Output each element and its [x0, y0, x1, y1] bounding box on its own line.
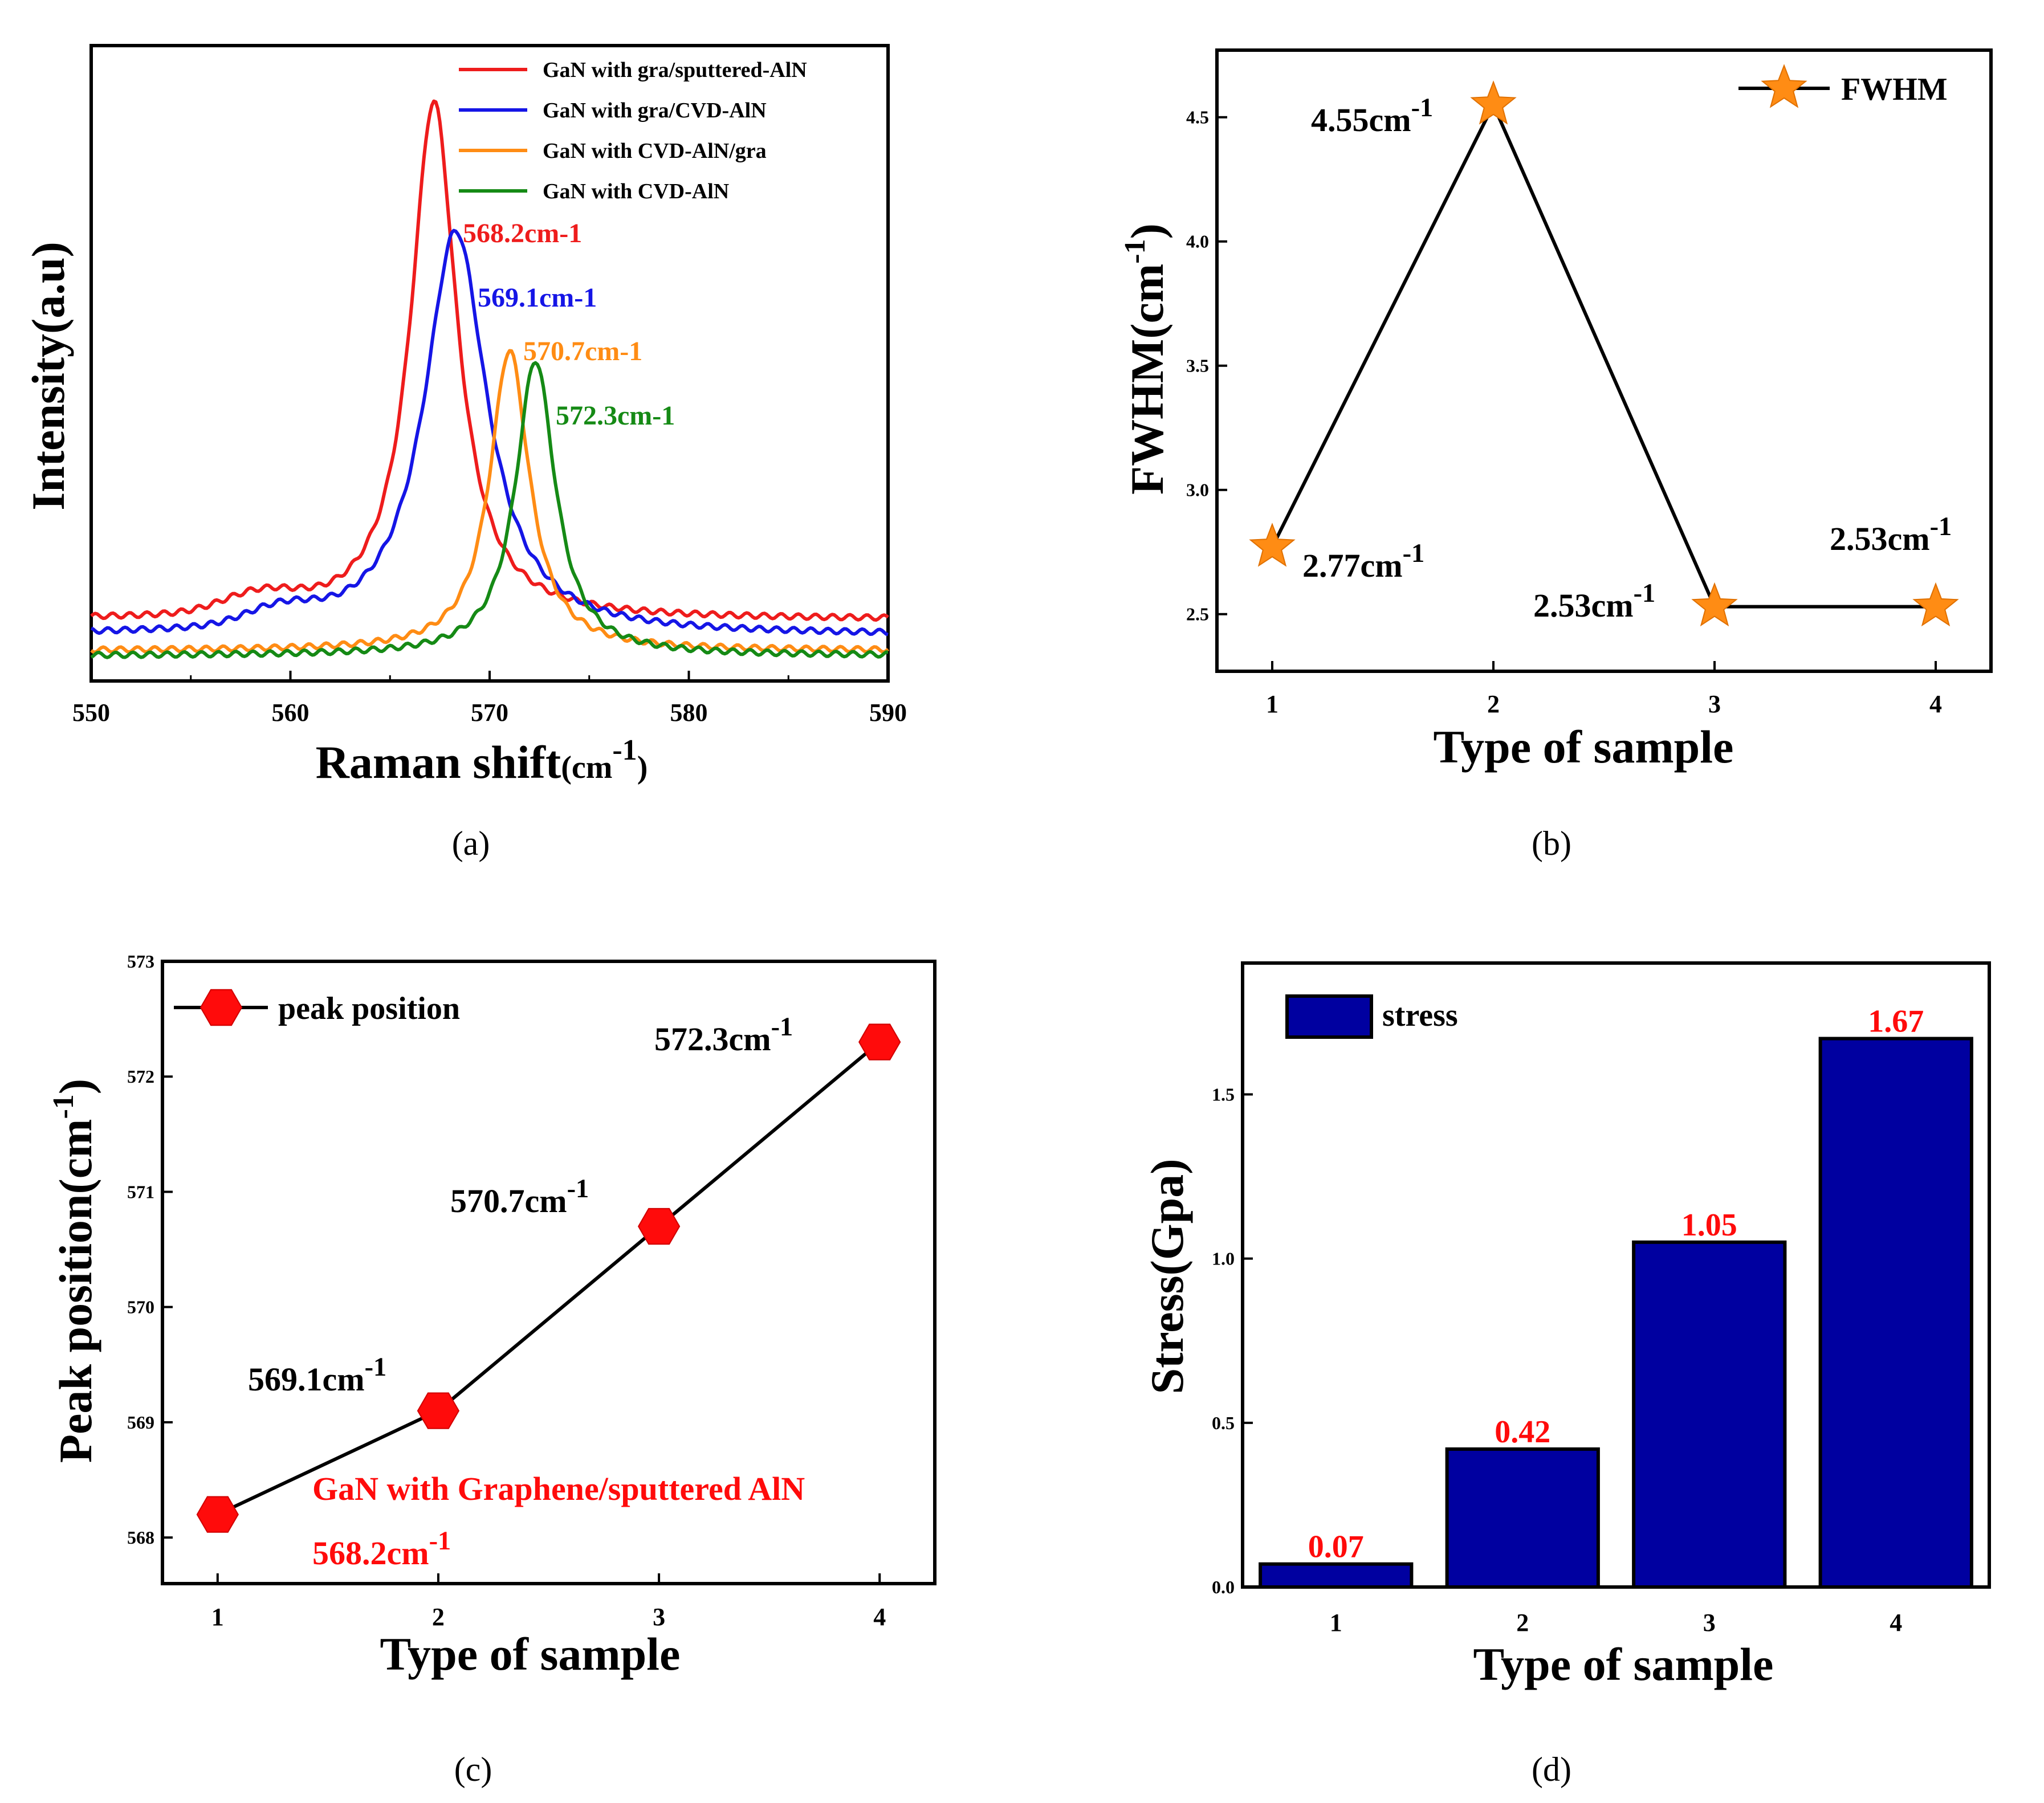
panel-b-star-marker: [1470, 80, 1517, 125]
panel-a-y-axis-title: Intensity(a.u): [22, 242, 74, 511]
panel-b-y-tick-label: 4.0: [1186, 231, 1209, 252]
panel-a-raman-spectra: 550 560 570 580 590 GaN with gra/sputtered-A…: [22, 44, 907, 862]
panel-c-y-tick-label: 570: [127, 1297, 154, 1317]
panel-a-series-4-line: [90, 361, 889, 659]
panel-c-y-tick-label: 572: [127, 1066, 154, 1087]
panel-c-caption: (c): [454, 1751, 492, 1788]
panel-c-value-label: 572.3cm-1: [654, 1013, 793, 1058]
panel-a-peak-label: 572.3cm-1: [556, 401, 675, 431]
panel-b-fwhm-chart: 1 2 3 4 2.5 3.0 3.5 4.0 4.5 2.77cm-1 4.55cm-1 2.53…: [1119, 48, 1993, 862]
panel-d-bar: [1259, 1562, 1414, 1589]
panel-a-peak-label: 568.2cm-1: [463, 218, 582, 248]
panel-c-x-axis-title: Type of sample: [380, 1628, 681, 1680]
panel-c-annotation: GaN with Graphene/sputtered AlN: [312, 1470, 805, 1507]
panel-d-stress-chart: 0.0 0.5 1.0 1.5 1 2 3 4 0.07 0.42 1.05 1.67 stress…: [1141, 961, 1991, 1788]
panel-b-star-marker: [1912, 582, 1959, 627]
panel-a-x-tick-label: 570: [471, 699, 508, 727]
panel-c-peak-position-chart: 1 2 3 4 568 569 570 571 572 573 GaN with Graphene…: [47, 951, 937, 1788]
panel-c-value-label: 570.7cm-1: [450, 1174, 589, 1219]
panel-b-value-label: 4.55cm-1: [1311, 93, 1433, 138]
panel-d-plot-frame: [1241, 961, 1991, 1589]
panel-d-bar-value-label: 0.07: [1308, 1529, 1364, 1565]
panel-b-x-axis-title: Type of sample: [1434, 721, 1734, 773]
panel-b-x-tick-label: 1: [1266, 690, 1278, 718]
panel-d-x-tick-label: 1: [1330, 1609, 1342, 1637]
panel-d-x-axis-title: Type of sample: [1473, 1638, 1774, 1690]
panel-b-star-marker: [1691, 582, 1738, 627]
panel-a-series-3-line: [90, 349, 889, 654]
panel-a-series-2-line: [90, 229, 889, 637]
panel-d-y-tick-label: 1.5: [1212, 1084, 1235, 1105]
panel-c-hexagon-marker: [858, 1023, 901, 1060]
panel-b-y-tick-label: 2.5: [1186, 604, 1209, 625]
panel-a-peak-label: 569.1cm-1: [478, 283, 597, 313]
panel-c-x-tick-label: 2: [432, 1603, 445, 1631]
panel-c-value-label: 569.1cm-1: [248, 1353, 386, 1398]
panel-a-series-1-line: [90, 99, 889, 622]
panel-d-bar: [1632, 1240, 1787, 1589]
panel-a-caption: (a): [452, 825, 490, 862]
panel-d-bar-value-label: 1.67: [1868, 1004, 1924, 1039]
panel-d-bar: [1445, 1447, 1600, 1589]
panel-a-legend-label: GaN with CVD-AlN/gra: [543, 139, 767, 163]
panel-d-caption: (d): [1532, 1751, 1571, 1788]
panel-c-y-tick-label: 568: [127, 1527, 154, 1548]
panel-c-series-line: [217, 1041, 881, 1516]
panel-a-x-tick-label: 550: [72, 699, 110, 727]
panel-a-x-tick-label: 590: [869, 699, 907, 727]
panel-c-hexagon-marker: [196, 1496, 239, 1533]
panel-d-y-tick-label: 1.0: [1212, 1249, 1235, 1269]
panel-b-y-tick-label: 3.5: [1186, 356, 1209, 376]
panel-b-value-label: 2.77cm-1: [1302, 539, 1424, 584]
panel-d-y-axis-title: Stress(Gpa): [1141, 1159, 1193, 1394]
panel-c-y-tick-label: 569: [127, 1412, 154, 1433]
panel-b-x-tick-label: 3: [1708, 690, 1721, 718]
panel-c-y-tick-label: 571: [127, 1181, 154, 1202]
panel-c-x-tick-label: 1: [211, 1603, 224, 1631]
panel-a-x-tick-label: 580: [670, 699, 708, 727]
panel-c-hexagon-marker: [637, 1208, 681, 1245]
panel-a-legend-label: GaN with gra/sputtered-AlN: [543, 58, 807, 82]
panel-c-value-label: 568.2cm-1: [312, 1527, 451, 1572]
panel-d-x-tick-label: 4: [1890, 1609, 1902, 1637]
panel-a-x-tick-label: 560: [272, 699, 310, 727]
panel-d-y-tick-label: 0.0: [1212, 1577, 1235, 1597]
panel-c-y-axis-title: Peak position(cm-1): [47, 1079, 101, 1463]
panel-c-x-tick-label: 3: [653, 1603, 665, 1631]
panel-d-legend-swatch: [1285, 994, 1373, 1039]
panel-a-legend-label: GaN with gra/CVD-AlN: [543, 99, 767, 123]
panel-d-legend-label: stress: [1382, 998, 1458, 1033]
panel-b-caption: (b): [1532, 825, 1571, 862]
panel-b-legend-star: [1761, 64, 1807, 108]
panel-b-y-tick-label: 3.0: [1186, 480, 1209, 500]
panel-a-x-axis-title: Raman shift(cm-1): [316, 734, 648, 788]
panel-b-value-label: 2.53cm-1: [1533, 579, 1655, 624]
panel-b-series-line: [1271, 100, 1936, 609]
panel-b-y-tick-label: 4.5: [1186, 107, 1209, 128]
panel-d-x-tick-label: 3: [1703, 1609, 1716, 1637]
panel-c-y-tick-label: 573: [127, 951, 154, 972]
panel-c-plot-frame: [161, 960, 937, 1585]
panel-c-x-tick-label: 4: [873, 1603, 886, 1631]
panel-b-legend-label: FWHM: [1841, 72, 1948, 107]
panel-c-legend-hexagon: [199, 989, 243, 1026]
panel-d-x-tick-label: 2: [1516, 1609, 1529, 1637]
panel-c-legend-label: peak position: [278, 991, 460, 1026]
panel-d-bar-value-label: 0.42: [1495, 1414, 1550, 1450]
panel-b-y-axis-title: FWHM(cm-1): [1119, 223, 1173, 495]
panel-a-legend-label: GaN with CVD-AlN: [543, 180, 729, 203]
panel-a-peak-label: 570.7cm-1: [523, 336, 642, 366]
panel-b-plot-frame: [1215, 48, 1993, 673]
panel-c-hexagon-marker: [417, 1392, 460, 1429]
panel-b-x-tick-label: 2: [1487, 690, 1500, 718]
panel-b-star-marker: [1249, 523, 1296, 567]
panel-b-value-label: 2.53cm-1: [1830, 512, 1952, 557]
panel-b-x-tick-label: 4: [1929, 690, 1942, 718]
panel-d-y-tick-label: 0.5: [1212, 1413, 1235, 1433]
panel-d-bar-value-label: 1.05: [1681, 1208, 1737, 1243]
panel-d-bar: [1818, 1037, 1973, 1589]
